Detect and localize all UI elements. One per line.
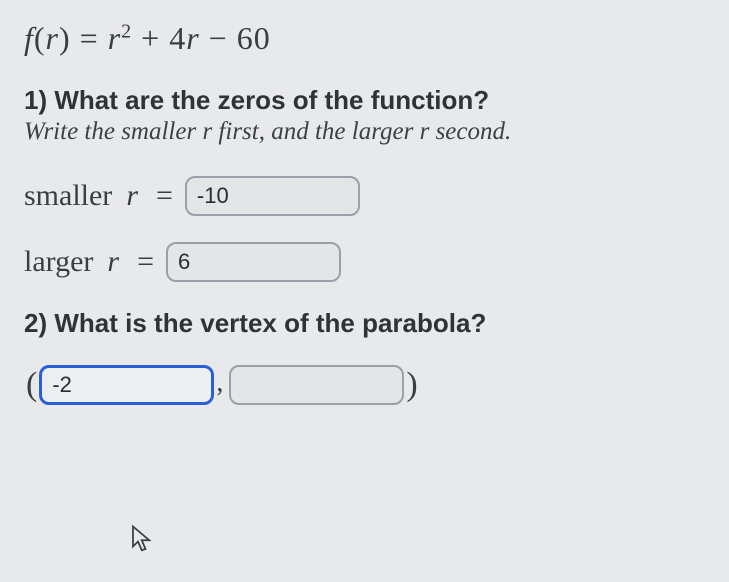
open-paren: ( <box>24 366 39 404</box>
larger-var: r <box>107 245 119 279</box>
larger-r-input[interactable] <box>166 242 341 282</box>
smaller-eq: = <box>156 179 173 213</box>
question-2-heading: 2) What is the vertex of the parabola? <box>24 308 705 339</box>
cursor-icon <box>130 524 156 554</box>
equation-lhs-var: r <box>46 20 59 56</box>
question-1-heading: 1) What are the zeros of the function? <box>24 85 705 116</box>
q2-heading-text: What is the vertex of the parabola? <box>54 308 486 338</box>
smaller-var: r <box>126 179 138 213</box>
vertex-x-input[interactable] <box>39 365 214 405</box>
question-1-subtext: Write the smaller r first, and the large… <box>24 118 705 146</box>
smaller-label: smaller <box>24 179 112 213</box>
vertex-input-row: ( , ) <box>24 365 705 405</box>
q1-number: 1) <box>24 85 47 115</box>
larger-label: larger <box>24 245 93 279</box>
vertex-y-input[interactable] <box>229 365 404 405</box>
equation-lhs-func: f <box>24 20 34 56</box>
larger-r-row: larger r = <box>24 242 705 282</box>
larger-eq: = <box>137 245 154 279</box>
vertex-comma: , <box>216 367 223 405</box>
smaller-r-row: smaller r = <box>24 176 705 216</box>
q2-number: 2) <box>24 308 47 338</box>
function-equation: f(r) = r2 + 4r − 60 <box>24 20 705 57</box>
smaller-r-input[interactable] <box>185 176 360 216</box>
q1-heading-text: What are the zeros of the function? <box>54 85 489 115</box>
close-paren: ) <box>404 366 419 404</box>
